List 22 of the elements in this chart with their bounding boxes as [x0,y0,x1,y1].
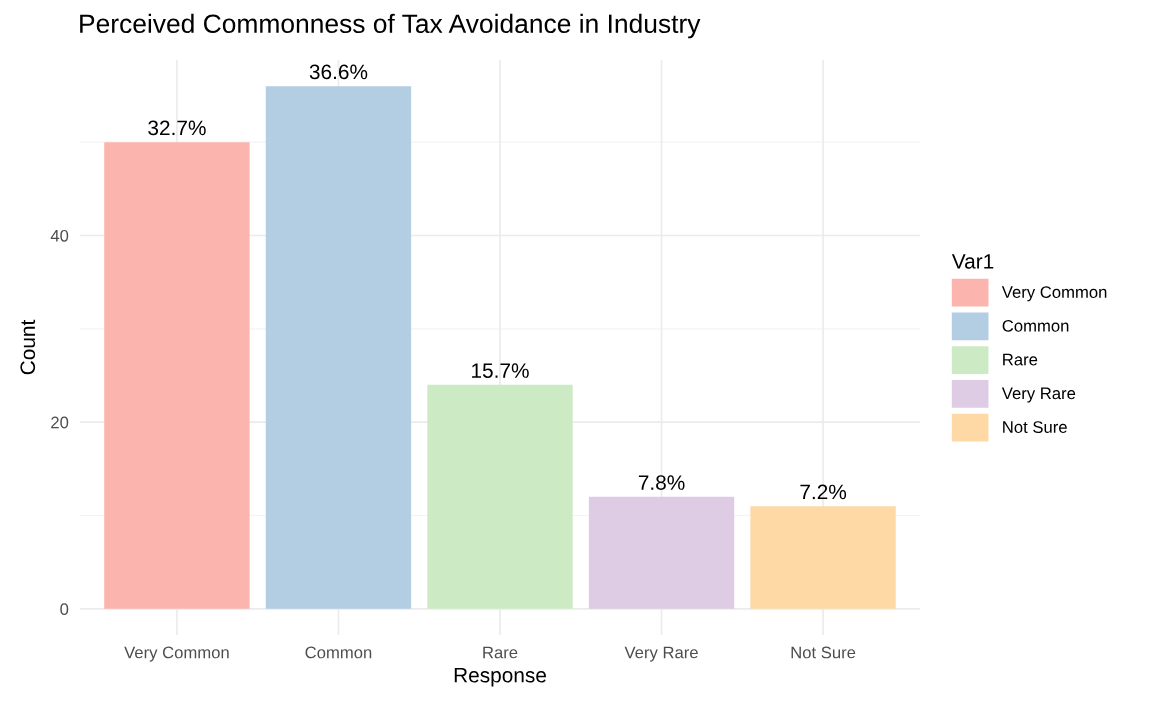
x-tick-label: Very Common [124,646,229,662]
y-tick-label: 40 [50,229,69,242]
annotation: 32.7% [148,120,206,136]
x-tick-label: Very Rare [624,646,698,662]
legend-label: Rare [1003,353,1038,366]
legend-label: Not Sure [1003,421,1067,433]
x-tick-label: Rare [483,646,518,659]
legend-label: Very Rare [1001,387,1076,403]
annotation: 15.7% [472,363,529,378]
annotation: 7.8% [638,475,685,490]
annotation: 36.6% [309,64,368,80]
legend-label: Very Common [1001,286,1107,302]
x-tick-label: Not Sure [791,646,856,659]
x-axis-title: Response [454,667,546,687]
x-tick-label: Common [305,646,372,659]
y-axis-title: Count [20,319,36,375]
annotation: 7.2% [800,484,847,500]
legend-title: Var1 [951,254,994,269]
legend-label: Common [1002,319,1069,332]
chart-title: Perceived Commonness of Tax Avoidance in Industry [80,13,701,39]
y-tick-label: 0 [60,603,69,616]
y-tick-label: 20 [51,416,69,429]
